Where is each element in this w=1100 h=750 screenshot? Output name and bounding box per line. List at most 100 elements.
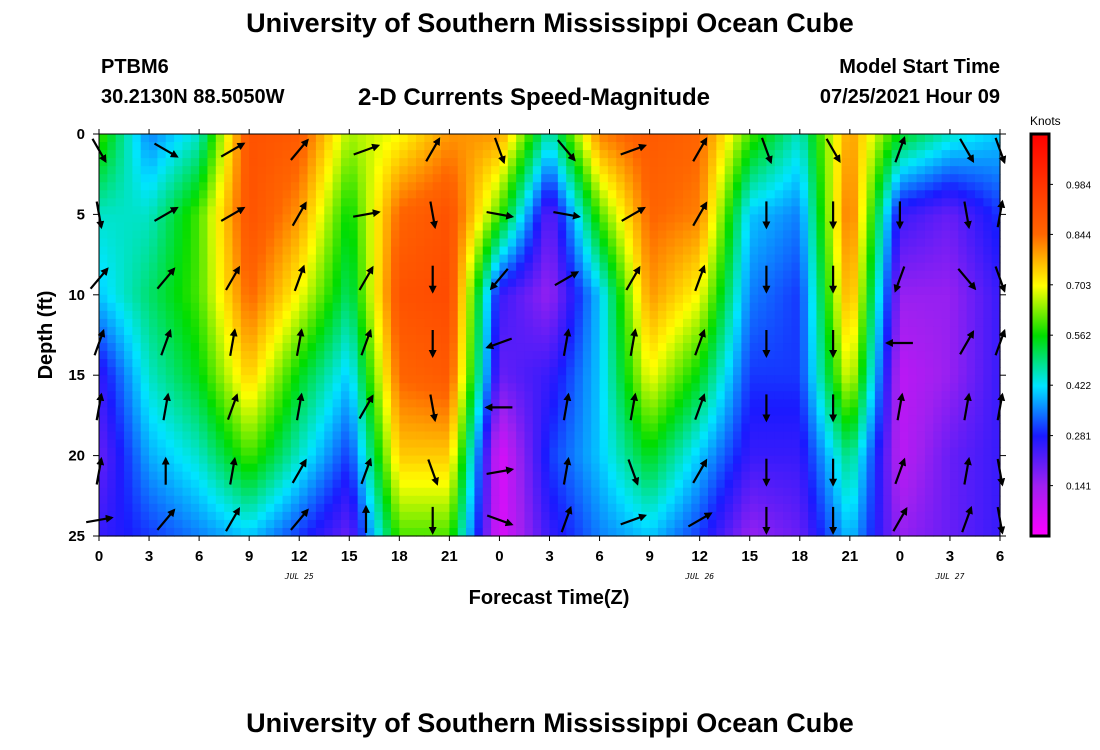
heatmap-cell [491,294,501,304]
heatmap-cell [282,415,292,425]
heatmap-cell [641,150,651,159]
heatmap-cell [524,254,534,264]
heatmap-cell [616,367,626,376]
heatmap-cell [424,423,434,433]
heatmap-cell [332,415,342,425]
heatmap-cell [441,166,450,175]
heatmap-cell [399,166,409,175]
heatmap-cell [499,318,509,328]
heatmap-cell [766,262,776,272]
heatmap-cell [557,359,567,368]
heatmap-cell [441,222,450,232]
heatmap-cell [382,407,392,416]
heatmap-cell [199,463,209,473]
heatmap-cell [766,375,776,384]
heatmap-cell [449,238,459,248]
heatmap-cell [307,270,317,280]
heatmap-cell [682,495,692,505]
heatmap-cell [416,391,425,400]
heatmap-cell [107,254,117,264]
heatmap-cell [783,431,793,441]
heatmap-cell [724,134,734,143]
heatmap-cell [190,439,200,449]
heatmap-cell [190,198,200,207]
heatmap-cell [766,238,776,248]
heatmap-cell [416,359,425,368]
heatmap-cell [257,246,267,256]
heatmap-cell [783,375,793,384]
heatmap-cell [307,335,317,344]
heatmap-cell [716,174,726,183]
heatmap-cell [924,447,934,457]
heatmap-cell [265,399,275,408]
heatmap-cell [290,351,300,360]
heatmap-cell [616,310,626,320]
heatmap-cell [390,335,400,344]
heatmap-cell [449,479,459,489]
heatmap-cell [257,447,267,457]
heatmap-cell [157,479,167,489]
heatmap-cell [599,351,609,360]
heatmap-cell [424,359,434,368]
heatmap-cell [974,142,984,151]
heatmap-cell [491,487,501,497]
heatmap-cell [874,190,884,199]
heatmap-cell [115,278,125,288]
heatmap-cell [349,447,359,457]
heatmap-cell [958,214,968,224]
heatmap-cell [466,294,476,304]
heatmap-cell [599,487,609,497]
heatmap-cell [332,134,342,143]
heatmap-cell [966,495,976,505]
heatmap-cell [524,343,534,352]
heatmap-cell [165,214,175,224]
heatmap-cell [190,206,200,215]
heatmap-cell [507,407,517,416]
heatmap-cell [541,359,551,368]
heatmap-cell [249,455,259,465]
heatmap-cell [983,230,993,240]
heatmap-cell [249,134,259,143]
heatmap-cell [691,222,701,232]
heatmap-cell [641,479,651,489]
heatmap-cell [557,447,567,457]
heatmap-cell [958,335,968,344]
heatmap-cell [808,335,818,344]
heatmap-cell [265,375,275,384]
heatmap-cell [549,455,559,465]
heatmap-cell [699,230,709,240]
heatmap-cell [708,270,717,280]
heatmap-cell [140,158,150,167]
heatmap-cell [849,190,859,199]
heatmap-cell [215,359,225,368]
heatmap-cell [783,174,793,183]
heatmap-cell [682,142,692,151]
heatmap-cell [449,174,459,183]
heatmap-cell [883,246,893,256]
heatmap-cell [349,310,359,320]
heatmap-cell [566,174,576,183]
heatmap-cell [290,431,300,441]
heatmap-cell [482,246,492,256]
heatmap-cell [524,158,534,167]
heatmap-cell [833,310,843,320]
heatmap-cell [224,230,234,240]
heatmap-cell [340,463,350,473]
heatmap-cell [766,431,776,441]
heatmap-cell [899,343,909,352]
heatmap-cell [891,278,901,288]
heatmap-cell [432,206,442,215]
heatmap-cell [624,439,634,449]
heatmap-cell [449,286,459,296]
heatmap-cell [591,294,601,304]
heatmap-cell [974,294,984,304]
heatmap-cell [874,254,884,264]
heatmap-cell [557,415,567,425]
heatmap-cell [841,230,851,240]
heatmap-cell [157,423,167,433]
heatmap-cell [482,198,492,207]
heatmap-cell [599,407,609,416]
heatmap-cell [399,487,409,497]
heatmap-cell [649,286,659,296]
heatmap-cell [599,455,609,465]
